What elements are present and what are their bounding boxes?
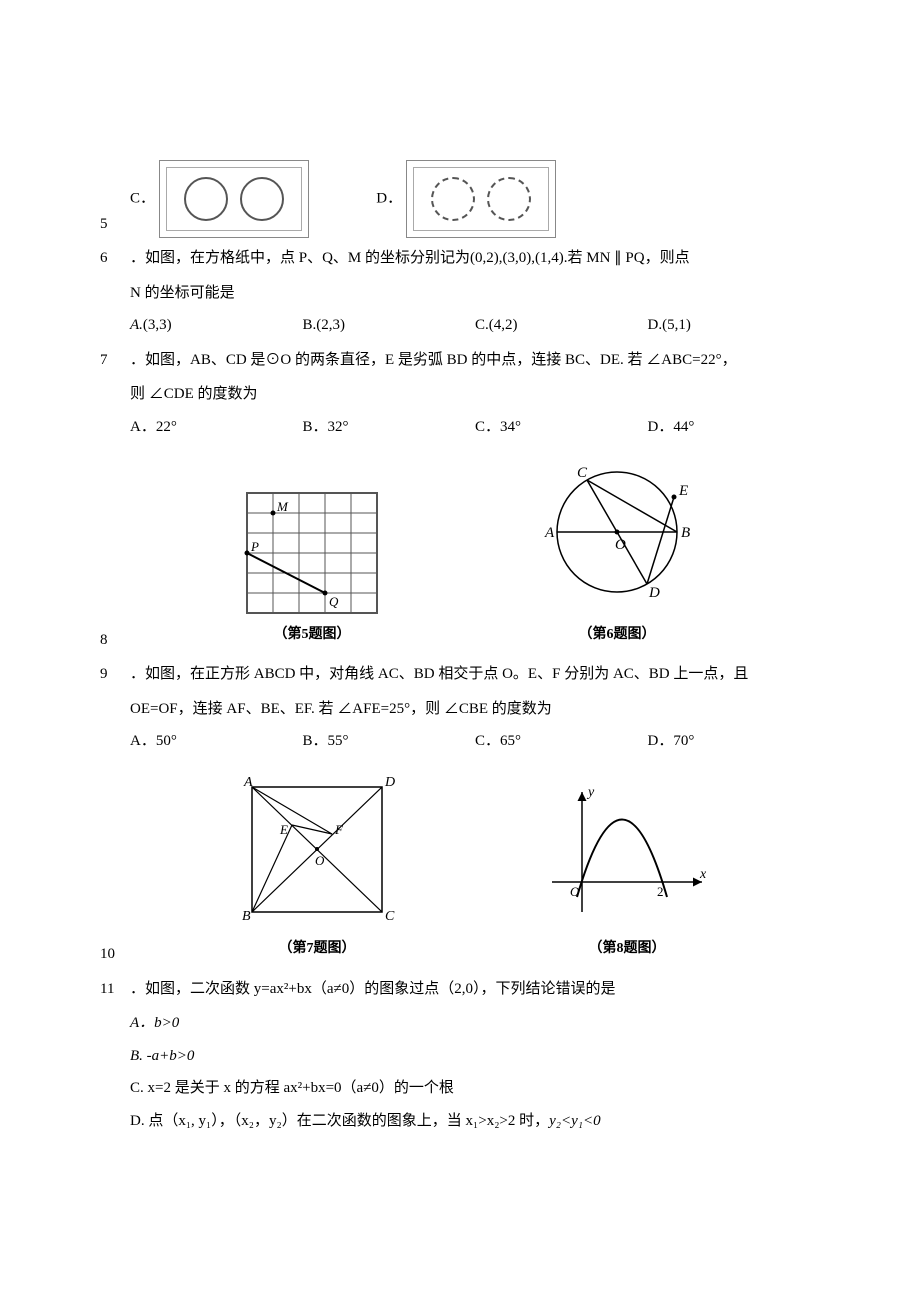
q7-options: A．22° B．32° C．34° D．44° [100,413,820,442]
q7-text1: ．如图，AB、CD 是⊙O 的两条直径，E 是劣弧 BD 的中点，连接 BC、D… [124,346,820,375]
q9-options: A．50° B．55° C．65° D．70° [100,727,820,756]
q10-number: 10 [100,940,124,969]
q11-option-d: D. 点（x₁, y₁），（x₂，y₂）在二次函数的图象上，当 x₁>x₂>2 … [100,1107,820,1136]
svg-text:y: y [586,785,595,800]
q5-options-cd: 5 C． D． [100,160,820,238]
caption-6: （第6题图） [527,622,707,649]
fig-row-1: 8 [100,447,820,654]
q9-line1: 9 ．如图，在正方形 ABCD 中，对角线 AC、BD 相交于点 O。E、F 分… [100,660,820,689]
svg-text:Q: Q [329,594,339,609]
fig-row-2: 10 A D B C E [100,762,820,969]
caption-7: （第7题图） [232,936,402,963]
q6-option-a: A.(3,3) [130,311,303,340]
page-content: 5 C． D． 6 ．如图，在方格纸中，点 P、Q、M 的坐标分别记为(0,2)… [0,0,920,1239]
parabola-svg: O 2 x y [542,782,712,922]
q7-number: 7 [100,346,124,375]
svg-text:A: A [544,525,555,541]
q11-line1: 11 ．如图，二次函数 y=ax²+bx（a≠0）的图象过点（2,0），下列结论… [100,975,820,1004]
q8-number: 8 [100,626,124,655]
q6-options: A.(3,3) B.(2,3) C.(4,2) D.(5,1) [100,311,820,340]
figure-q6: A B C D E O （第6题图） [527,457,707,648]
svg-text:E: E [279,822,288,837]
q7-option-b: B．32° [303,413,476,442]
figure-q7: A D B C E F O （第7题图） [232,772,402,963]
svg-text:D: D [384,775,395,790]
svg-text:F: F [334,822,344,837]
svg-text:B: B [681,525,690,541]
q9-text1: ．如图，在正方形 ABCD 中，对角线 AC、BD 相交于点 O。E、F 分别为… [124,660,820,689]
q5-number: 5 [100,210,124,239]
svg-text:E: E [678,483,688,499]
svg-text:O: O [570,884,580,899]
q7-text2: 则 ∠CDE 的度数为 [100,380,820,409]
q5-label-c: C． [130,190,155,206]
circle-svg: A B C D E O [527,457,707,607]
svg-text:2: 2 [657,884,664,899]
square-svg: A D B C E F O [232,772,402,922]
q6-text2: N 的坐标可能是 [100,279,820,308]
q11-option-c: C. x=2 是关于 x 的方程 ax²+bx=0（a≠0）的一个根 [100,1074,820,1103]
q6-number: 6 [100,244,124,273]
svg-text:D: D [648,585,660,601]
q6-option-d: D.(5,1) [648,311,821,340]
q9-option-b: B．55° [303,727,476,756]
q5-label-d: D． [376,190,402,206]
caption-5: （第5题图） [237,622,387,649]
q11-option-b: B. -a+b>0 [100,1042,820,1071]
q5-cd-row: C． D． [124,160,820,238]
svg-text:A: A [243,775,253,790]
q9-option-c: C．65° [475,727,648,756]
q6-option-b: B.(2,3) [303,311,476,340]
q7-option-d: D．44° [648,413,821,442]
q9-option-d: D．70° [648,727,821,756]
caption-8: （第8题图） [542,936,712,963]
svg-text:x: x [699,867,707,882]
svg-text:P: P [250,539,259,554]
q9-option-a: A．50° [130,727,303,756]
q9-text2: OE=OF，连接 AF、BE、EF. 若 ∠AFE=25°，则 ∠CBE 的度数… [100,695,820,724]
q7-option-a: A．22° [130,413,303,442]
q6-line1: 6 ．如图，在方格纸中，点 P、Q、M 的坐标分别记为(0,2),(3,0),(… [100,244,820,273]
figure-q8: O 2 x y （第8题图） [542,782,712,963]
q6-option-c: C.(4,2) [475,311,648,340]
figure-q5: M P Q （第5题图） [237,488,387,649]
grid-svg: M P Q [237,488,387,618]
q6-text1: ．如图，在方格纸中，点 P、Q、M 的坐标分别记为(0,2),(3,0),(1,… [124,244,820,273]
svg-text:C: C [577,465,588,481]
q11-option-a: A．b>0 [100,1009,820,1038]
q5-option-d-figure [406,160,556,238]
q7-option-c: C．34° [475,413,648,442]
svg-text:M: M [276,499,289,514]
svg-text:C: C [385,909,395,922]
q11-number: 11 [100,975,124,1004]
q5-option-c-figure [159,160,309,238]
svg-text:O: O [315,853,325,868]
svg-text:B: B [242,909,251,922]
q9-number: 9 [100,660,124,689]
svg-text:O: O [615,537,626,553]
q11-text1: ．如图，二次函数 y=ax²+bx（a≠0）的图象过点（2,0），下列结论错误的… [124,975,820,1004]
q7-line1: 7 ．如图，AB、CD 是⊙O 的两条直径，E 是劣弧 BD 的中点，连接 BC… [100,346,820,375]
